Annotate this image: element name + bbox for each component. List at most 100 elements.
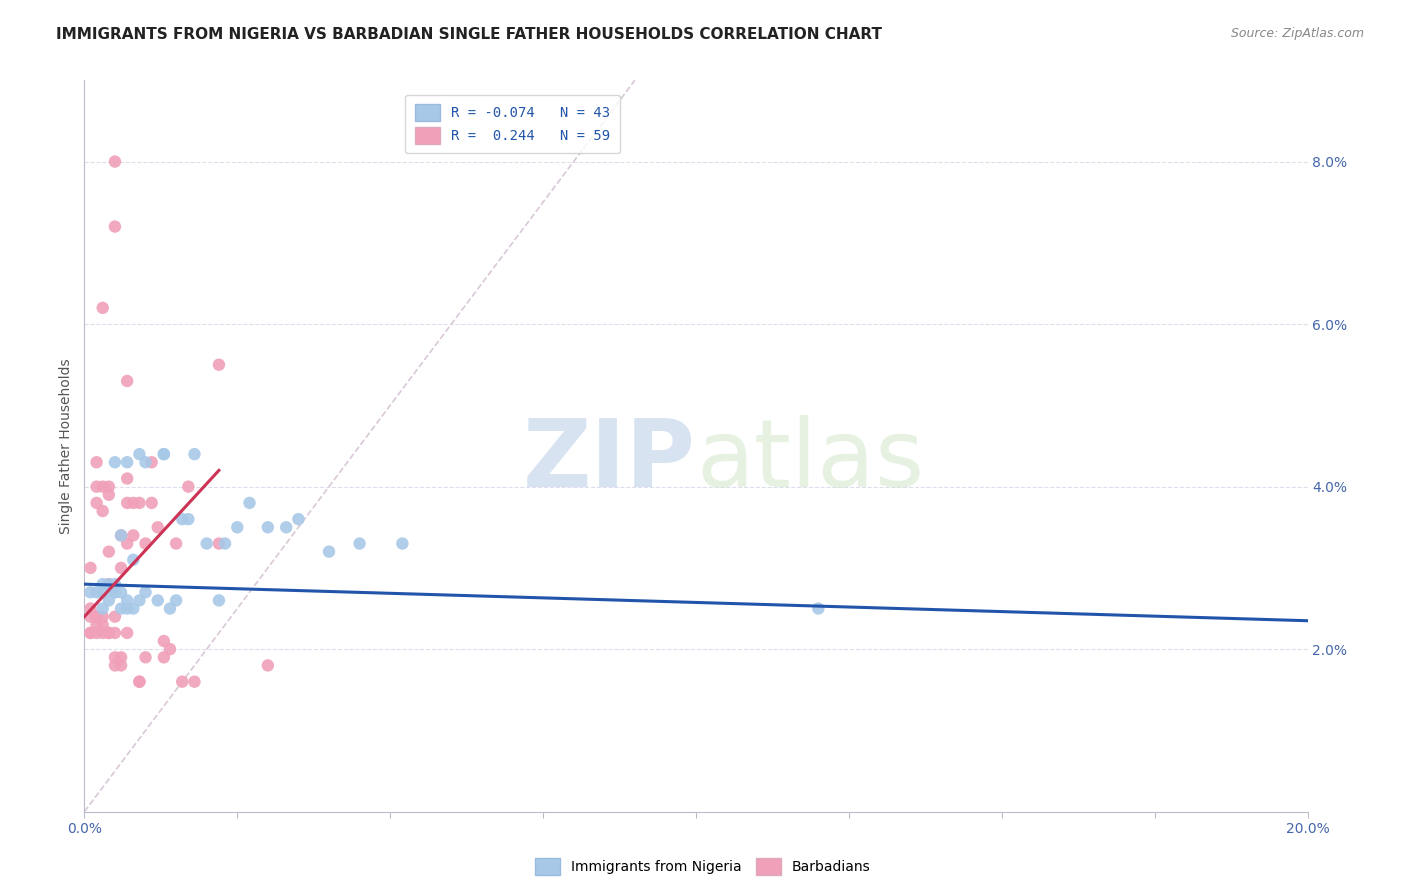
- Point: [287, 512, 309, 526]
- Text: IMMIGRANTS FROM NIGERIA VS BARBADIAN SINGLE FATHER HOUSEHOLDS CORRELATION CHART: IMMIGRANTS FROM NIGERIA VS BARBADIAN SIN…: [56, 27, 882, 42]
- Point: [91, 585, 114, 599]
- Point: [153, 650, 176, 665]
- Point: [135, 455, 157, 469]
- Point: [128, 674, 150, 689]
- Point: [91, 480, 114, 494]
- Text: atlas: atlas: [696, 415, 924, 507]
- Point: [86, 585, 108, 599]
- Point: [86, 480, 108, 494]
- Point: [115, 626, 138, 640]
- Point: [110, 650, 132, 665]
- Point: [115, 593, 138, 607]
- Point: [91, 601, 114, 615]
- Point: [97, 544, 120, 558]
- Text: ZIP: ZIP: [523, 415, 696, 507]
- Point: [104, 626, 127, 640]
- Point: [807, 601, 830, 615]
- Point: [86, 496, 108, 510]
- Point: [257, 658, 280, 673]
- Point: [104, 577, 127, 591]
- Point: [208, 536, 231, 550]
- Point: [79, 601, 101, 615]
- Point: [104, 219, 127, 234]
- Point: [146, 593, 169, 607]
- Point: [86, 617, 108, 632]
- Point: [391, 536, 413, 550]
- Point: [128, 496, 150, 510]
- Point: [208, 358, 231, 372]
- Point: [91, 504, 114, 518]
- Point: [238, 496, 260, 510]
- Point: [115, 536, 138, 550]
- Point: [79, 609, 101, 624]
- Point: [104, 585, 127, 599]
- Point: [104, 609, 127, 624]
- Point: [91, 617, 114, 632]
- Point: [97, 577, 120, 591]
- Point: [115, 374, 138, 388]
- Point: [91, 609, 114, 624]
- Point: [122, 601, 145, 615]
- Point: [97, 577, 120, 591]
- Point: [141, 496, 163, 510]
- Point: [257, 520, 280, 534]
- Point: [79, 626, 101, 640]
- Point: [159, 642, 181, 657]
- Text: Source: ZipAtlas.com: Source: ZipAtlas.com: [1230, 27, 1364, 40]
- Point: [159, 601, 181, 615]
- Point: [91, 577, 114, 591]
- Point: [165, 536, 187, 550]
- Point: [349, 536, 371, 550]
- Point: [110, 601, 132, 615]
- Point: [97, 488, 120, 502]
- Point: [104, 585, 127, 599]
- Point: [79, 585, 101, 599]
- Point: [172, 512, 194, 526]
- Point: [177, 512, 200, 526]
- Point: [91, 626, 114, 640]
- Point: [91, 301, 114, 315]
- Legend: R = -0.074   N = 43, R =  0.244   N = 59: R = -0.074 N = 43, R = 0.244 N = 59: [405, 95, 620, 153]
- Point: [214, 536, 236, 550]
- Point: [122, 553, 145, 567]
- Point: [208, 593, 231, 607]
- Point: [135, 585, 157, 599]
- Point: [128, 447, 150, 461]
- Point: [115, 601, 138, 615]
- Point: [86, 609, 108, 624]
- Point: [110, 561, 132, 575]
- Point: [141, 455, 163, 469]
- Y-axis label: Single Father Households: Single Father Households: [59, 359, 73, 533]
- Point: [115, 496, 138, 510]
- Point: [135, 536, 157, 550]
- Point: [122, 528, 145, 542]
- Point: [115, 471, 138, 485]
- Point: [153, 447, 176, 461]
- Point: [153, 447, 176, 461]
- Point: [104, 658, 127, 673]
- Point: [165, 593, 187, 607]
- Point: [226, 520, 249, 534]
- Point: [86, 626, 108, 640]
- Point: [110, 528, 132, 542]
- Point: [128, 593, 150, 607]
- Point: [153, 634, 176, 648]
- Point: [97, 626, 120, 640]
- Point: [79, 561, 101, 575]
- Point: [86, 455, 108, 469]
- Point: [135, 650, 157, 665]
- Point: [146, 520, 169, 534]
- Point: [195, 536, 218, 550]
- Point: [122, 496, 145, 510]
- Point: [110, 528, 132, 542]
- Point: [172, 674, 194, 689]
- Point: [97, 626, 120, 640]
- Point: [79, 626, 101, 640]
- Point: [86, 609, 108, 624]
- Point: [177, 480, 200, 494]
- Legend: Immigrants from Nigeria, Barbadians: Immigrants from Nigeria, Barbadians: [530, 853, 876, 880]
- Point: [104, 650, 127, 665]
- Point: [115, 455, 138, 469]
- Point: [183, 674, 205, 689]
- Point: [183, 447, 205, 461]
